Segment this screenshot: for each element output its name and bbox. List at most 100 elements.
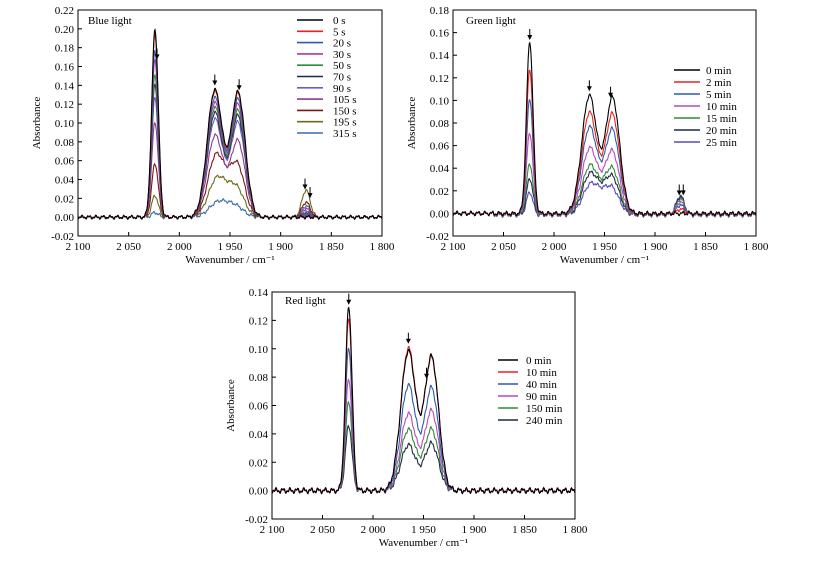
- panel-red-light: -0.02 0.00 0.02 0.04 0.06 0.08 0.10 0.12 0.14 2 1…: [225, 287, 588, 549]
- y-tick-label: 0.10: [249, 344, 269, 356]
- legend-label: 2 min: [706, 77, 732, 89]
- y-axis-label: Absorbance: [31, 97, 43, 150]
- series-line: [453, 170, 756, 218]
- peak-arrow-head: [212, 80, 218, 86]
- y-tick-label: 0.10: [430, 95, 450, 107]
- peak-arrow-head: [346, 299, 352, 305]
- legend-label: 0 min: [526, 355, 552, 367]
- y-tick-label: 0.04: [249, 429, 269, 441]
- y-tick-label: 0.04: [55, 175, 75, 187]
- x-tick-label: 2 050: [310, 524, 335, 536]
- y-tick-label: 0.14: [430, 50, 450, 62]
- legend-label: 10 min: [706, 101, 737, 113]
- x-axis-label: Wavenumber / cm⁻¹: [185, 254, 274, 266]
- x-tick-label: 1 800: [370, 241, 395, 253]
- panel-title: Green light: [466, 15, 516, 27]
- peak-arrow-head: [586, 86, 592, 92]
- y-tick-label: 0.02: [430, 186, 449, 198]
- y-tick-label: 0.00: [55, 212, 75, 224]
- x-tick-label: 1 950: [592, 241, 617, 253]
- series-line: [453, 162, 756, 218]
- legend-label: 15 min: [706, 113, 737, 125]
- y-tick-label: 0.10: [55, 118, 75, 130]
- x-tick-label: 2 000: [361, 524, 386, 536]
- x-axis-label: Wavenumber / cm⁻¹: [560, 254, 649, 266]
- legend-label: 315 s: [333, 128, 357, 140]
- series-line: [78, 28, 382, 220]
- x-tick-label: 1 900: [462, 524, 487, 536]
- peak-arrow-head: [680, 190, 686, 196]
- y-tick-label: 0.08: [55, 137, 75, 149]
- y-tick-label: 0.00: [430, 208, 450, 220]
- y-tick-label: 0.04: [430, 163, 450, 175]
- peak-arrow-head: [302, 184, 308, 190]
- legend-label: 50 s: [333, 60, 351, 72]
- series-line: [78, 151, 382, 220]
- x-tick-label: 2 100: [441, 241, 466, 253]
- x-tick-label: 2 000: [167, 241, 192, 253]
- legend-label: 150 s: [333, 105, 357, 117]
- y-tick-label: 0.08: [430, 118, 450, 130]
- x-tick-label: 1 900: [643, 241, 668, 253]
- y-tick-label: 0.02: [55, 193, 74, 205]
- y-tick-label: 0.22: [55, 5, 74, 17]
- y-tick-label: 0.12: [55, 99, 74, 111]
- peak-arrow-head: [608, 92, 614, 98]
- panel-blue-light: -0.02 0.00 0.02 0.04 0.06 0.08 0.10 0.12 0.14 0.1…: [31, 5, 395, 266]
- legend-label: 20 min: [706, 125, 737, 137]
- panel-green-light: -0.02 0.00 0.02 0.04 0.06 0.08 0.10 0.12 0.14 0.1…: [406, 5, 769, 266]
- x-tick-label: 2 100: [66, 241, 91, 253]
- legend-label: 90 s: [333, 83, 351, 95]
- y-axis-label: Absorbance: [225, 379, 237, 432]
- legend-label: 25 min: [706, 137, 737, 149]
- series-line: [78, 174, 382, 220]
- legend-label: 5 min: [706, 89, 732, 101]
- y-tick-label: 0.08: [249, 372, 269, 384]
- x-axis-label: Wavenumber / cm⁻¹: [379, 537, 468, 549]
- x-tick-label: 1 800: [744, 241, 769, 253]
- y-tick-label: 0.12: [249, 315, 268, 327]
- legend-label: 70 s: [333, 72, 351, 84]
- x-tick-label: 2 050: [116, 241, 141, 253]
- y-tick-label: 0.06: [249, 401, 269, 413]
- y-tick-label: 0.16: [430, 28, 450, 40]
- y-tick-label: 0.12: [430, 73, 449, 85]
- x-tick-label: 1 800: [563, 524, 588, 536]
- peak-arrow-head: [236, 85, 242, 91]
- y-tick-label: 0.06: [430, 141, 450, 153]
- legend-label: 20 s: [333, 38, 351, 50]
- y-tick-label: 0.14: [55, 80, 75, 92]
- series-group: [453, 41, 756, 219]
- y-tick-label: 0.18: [55, 43, 75, 55]
- y-tick-label: -0.02: [426, 231, 449, 243]
- x-tick-label: 1 950: [411, 524, 436, 536]
- legend-label: 240 min: [526, 415, 563, 427]
- x-tick-label: 2 100: [260, 524, 285, 536]
- legend-label: 90 min: [526, 391, 557, 403]
- legend-label: 105 s: [333, 94, 357, 106]
- legend-label: 195 s: [333, 117, 357, 129]
- series-line: [272, 306, 575, 495]
- peak-arrow-head: [307, 193, 313, 199]
- x-tick-label: 1 850: [319, 241, 344, 253]
- x-tick-label: 1 950: [218, 241, 243, 253]
- y-tick-label: 0.00: [249, 486, 269, 498]
- x-tick-label: 1 900: [268, 241, 293, 253]
- peak-arrow-head: [676, 190, 682, 196]
- legend-label: 0 min: [706, 65, 732, 77]
- panel-title: Red light: [285, 295, 326, 307]
- y-tick-label: -0.02: [245, 514, 268, 526]
- y-tick-label: 0.20: [55, 24, 75, 36]
- x-tick-label: 2 000: [542, 241, 567, 253]
- series-group: [272, 306, 575, 495]
- panel-title: Blue light: [88, 15, 132, 27]
- series-group: [78, 28, 382, 220]
- legend-label: 40 min: [526, 379, 557, 391]
- x-tick-label: 1 850: [512, 524, 537, 536]
- y-axis-label: Absorbance: [406, 97, 418, 150]
- peak-arrow-head: [527, 34, 533, 40]
- peak-arrow-head: [154, 54, 160, 60]
- legend-label: 10 min: [526, 367, 557, 379]
- peak-arrow-head: [405, 338, 411, 344]
